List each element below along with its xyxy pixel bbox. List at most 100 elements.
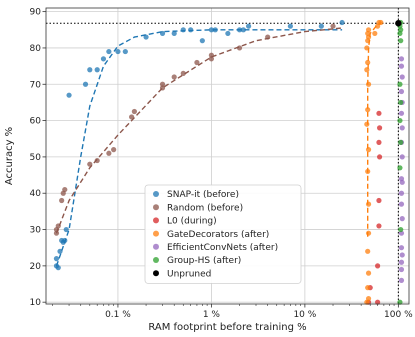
data-point (376, 125, 383, 131)
data-point (63, 226, 69, 233)
legend: SNAP-it (before) Random (before) L0 (durin… (144, 184, 302, 284)
data-point (225, 30, 231, 37)
data-point (171, 74, 177, 80)
data-point (364, 45, 370, 51)
data-point (365, 201, 372, 207)
y-tick-label: 40 (30, 189, 42, 199)
legend-marker (153, 257, 159, 263)
series-unpruned (395, 20, 402, 27)
y-tick-label: 50 (30, 153, 42, 163)
data-point (398, 259, 405, 265)
data-point (397, 117, 403, 124)
data-point (365, 107, 371, 113)
data-point (398, 245, 405, 251)
data-point (287, 23, 293, 29)
data-point (397, 165, 403, 171)
series-random-before (53, 23, 336, 236)
legend-label: GateDecorators (after) (167, 230, 269, 240)
legend-label: SNAP-it (before) (167, 190, 239, 200)
data-point (376, 139, 382, 145)
y-tick-label: 80 (30, 44, 42, 54)
data-point (66, 92, 72, 98)
data-point (399, 252, 405, 258)
data-point (180, 70, 186, 76)
data-point (397, 81, 403, 87)
data-point (398, 139, 404, 145)
data-point (376, 154, 383, 160)
data-point (55, 223, 61, 229)
y-tick-label: 10 (30, 298, 42, 308)
data-point (59, 197, 65, 204)
data-point (180, 27, 186, 33)
data-point (399, 125, 405, 131)
x-axis-label: RAM footprint before training % (148, 322, 306, 333)
unpruned-reference-lines (46, 8, 409, 304)
data-point (159, 30, 166, 37)
data-points (53, 19, 405, 305)
y-tick-label: 20 (30, 262, 42, 272)
legend-label: Random (before) (167, 203, 243, 213)
data-point (159, 85, 166, 91)
data-point (111, 147, 117, 153)
data-point (236, 27, 243, 33)
series-efficientconvnets-after (398, 56, 405, 283)
data-point (399, 216, 405, 222)
data-point (398, 201, 405, 207)
data-point (375, 263, 381, 269)
data-point (236, 45, 243, 51)
data-point (365, 295, 372, 302)
data-point (131, 108, 137, 115)
data-point (398, 56, 405, 62)
data-point (55, 265, 61, 271)
data-point (365, 81, 372, 87)
data-point (365, 59, 371, 66)
legend-label: L0 (during) (167, 217, 217, 227)
data-point (376, 197, 382, 204)
y-tick-label: 60 (30, 117, 42, 127)
data-point (87, 67, 93, 73)
data-point (365, 230, 372, 236)
data-point (100, 56, 107, 62)
legend-label: Group-HS (after) (167, 256, 241, 266)
data-point (62, 186, 68, 193)
series-gatedecorators-after (364, 19, 384, 305)
data-point (398, 99, 404, 106)
x-tick-label: 1 % (203, 310, 221, 320)
data-point (365, 248, 371, 254)
data-point (159, 81, 166, 87)
data-point (365, 27, 372, 33)
data-point (94, 67, 100, 73)
legend-marker (153, 191, 159, 197)
data-point (171, 30, 177, 37)
data-point (398, 38, 404, 44)
data-point (398, 190, 405, 196)
trend-line-random-before (55, 27, 343, 234)
x-tick-label: 10 % (293, 310, 316, 320)
data-point (87, 161, 93, 167)
data-point (398, 88, 405, 95)
data-point (194, 59, 200, 66)
series-snap-it-before (53, 19, 345, 271)
data-point (53, 230, 60, 236)
legend-label: EfficientConvNets (after) (167, 243, 278, 253)
data-point (106, 48, 112, 55)
y-axis-label: Accuracy % (4, 127, 15, 185)
data-point (398, 110, 405, 116)
data-point (330, 23, 336, 29)
data-point (62, 237, 68, 244)
data-point (143, 34, 149, 40)
data-point (94, 157, 100, 164)
y-tick-label: 70 (30, 80, 42, 90)
trend-line-gatedecorators-after (367, 21, 382, 237)
data-point (240, 27, 247, 33)
data-point (53, 256, 60, 262)
y-axis-ticks: 10 20 30 40 50 60 70 80 90 (30, 8, 46, 308)
trend-lines (55, 21, 382, 267)
data-point (376, 110, 382, 116)
data-point (399, 74, 405, 80)
data-point (208, 56, 215, 62)
legend-box (144, 184, 302, 284)
data-point (128, 114, 135, 120)
data-point (106, 150, 112, 156)
